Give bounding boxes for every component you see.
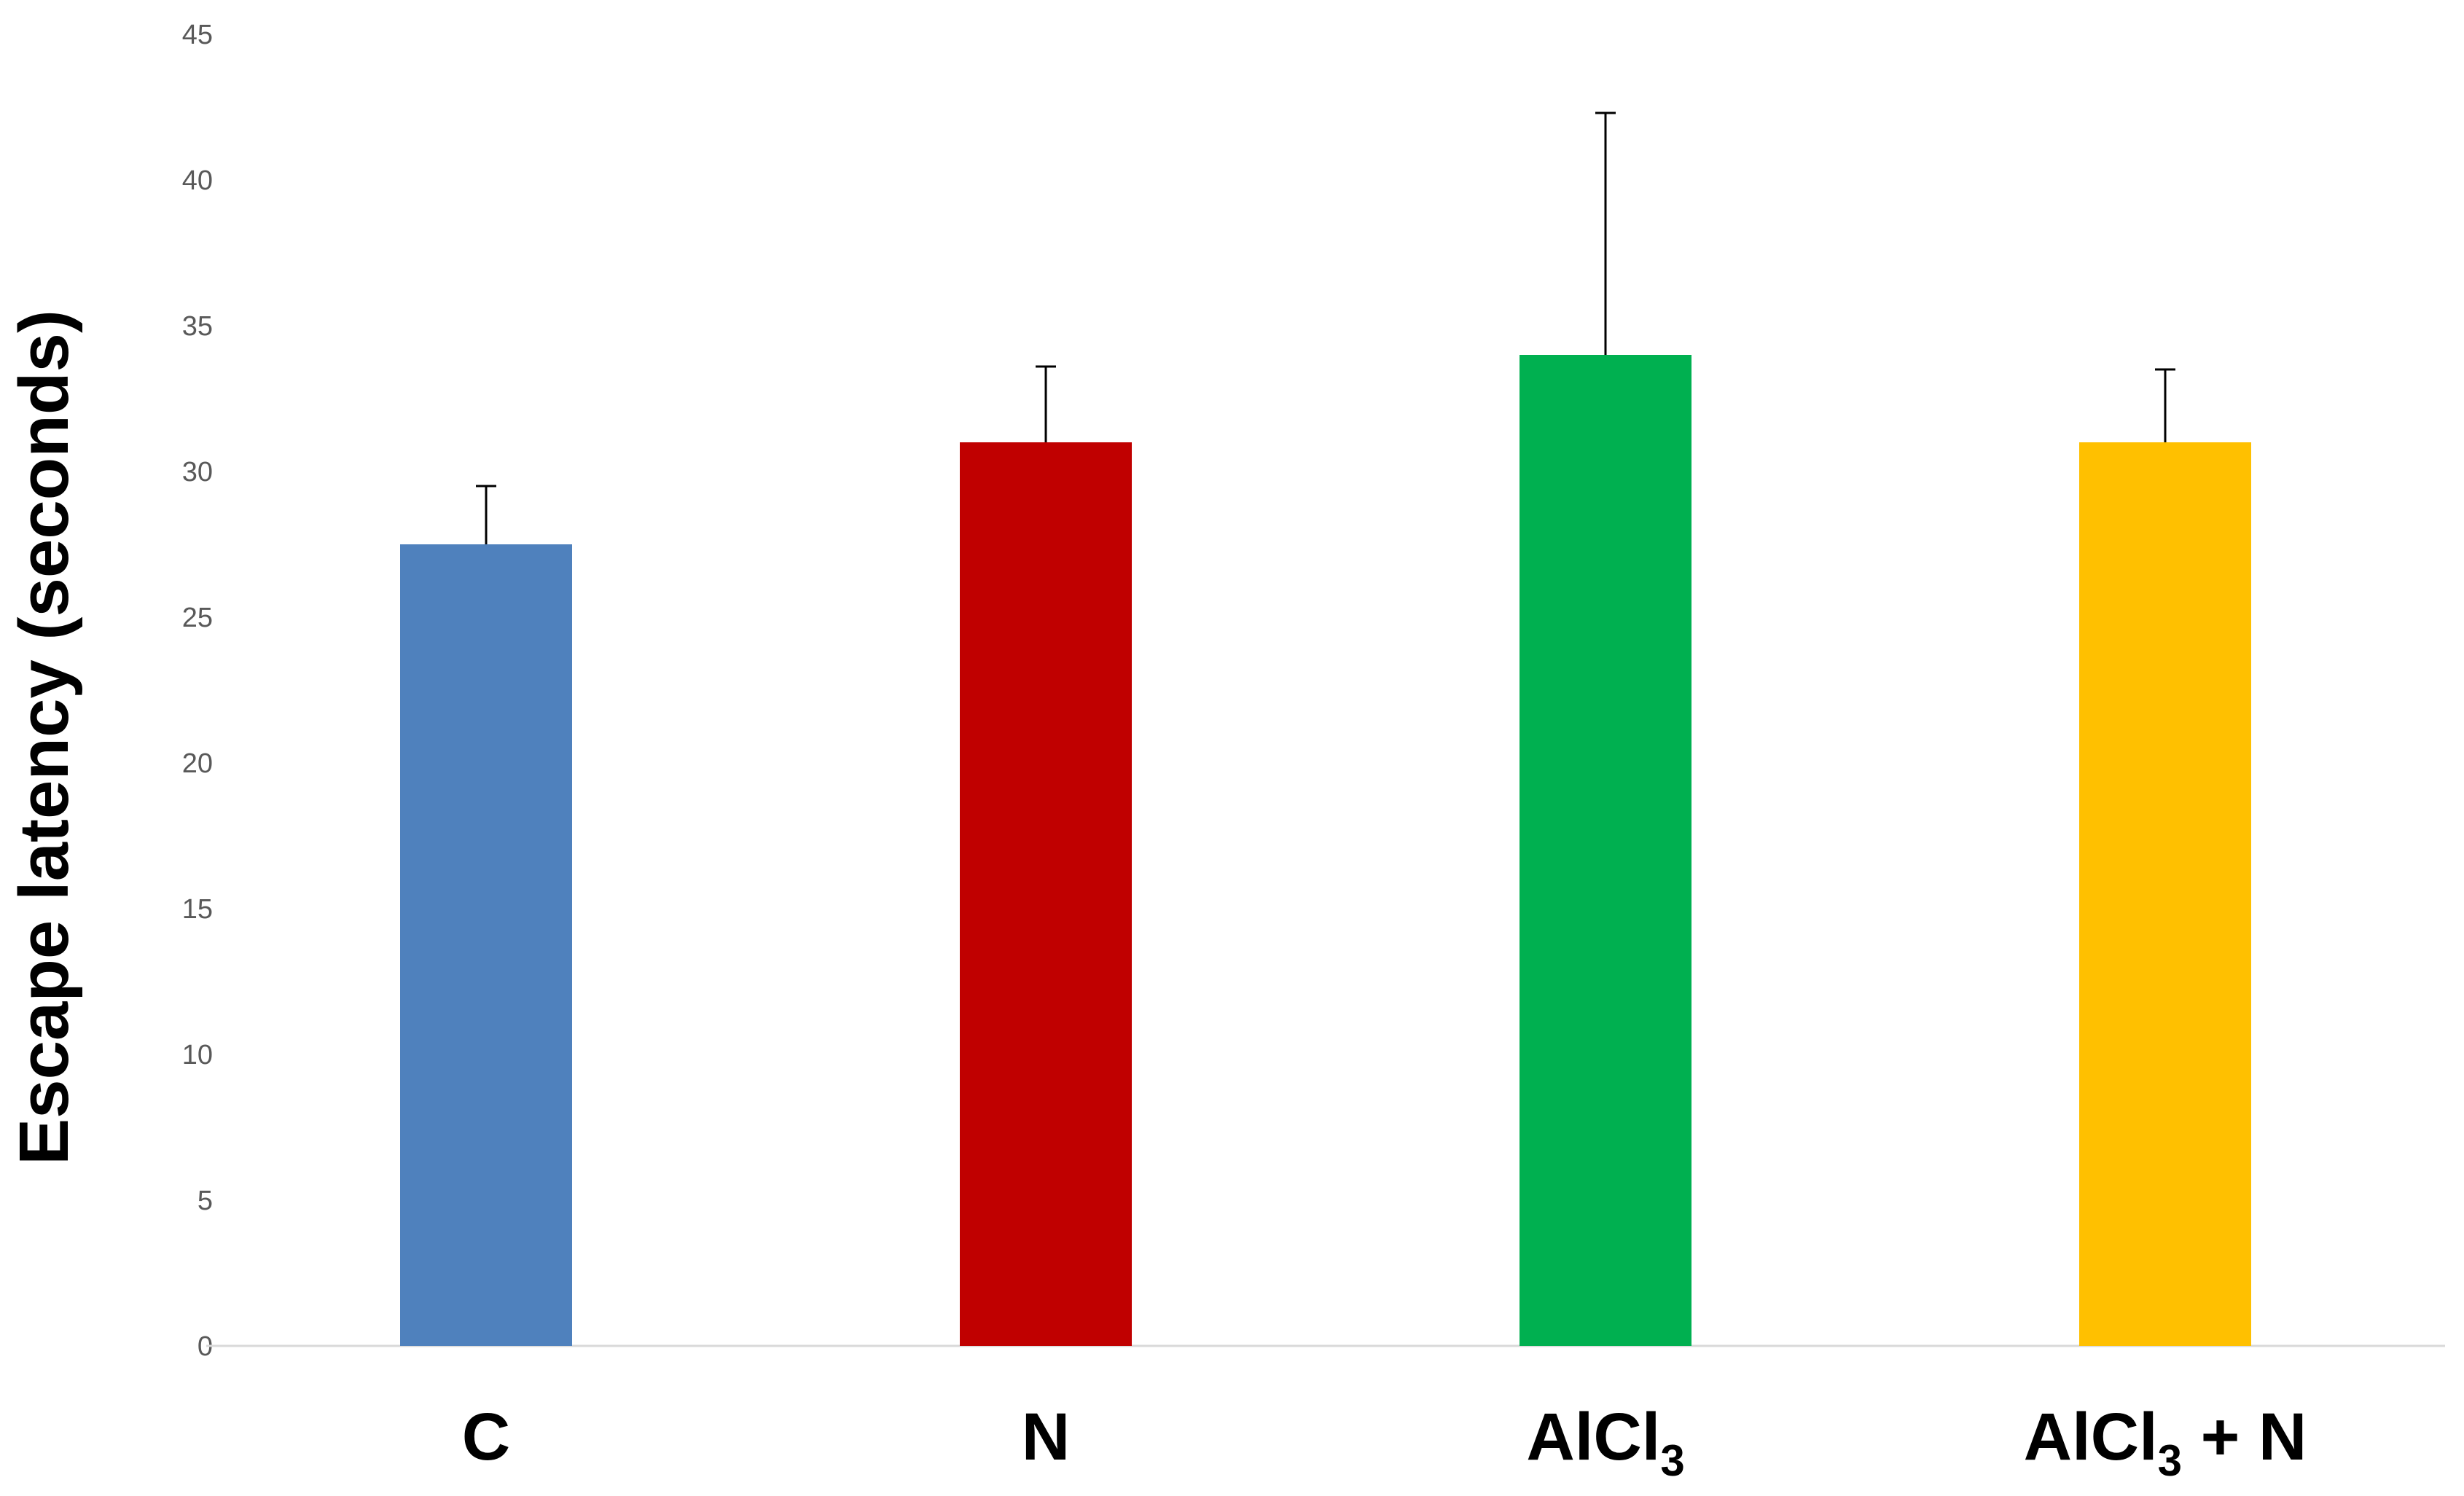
category-label: C — [462, 1400, 510, 1474]
error-bars — [476, 111, 2175, 544]
y-tick-label: 25 — [182, 603, 213, 633]
y-tick-label: 20 — [182, 748, 213, 779]
y-tick-label: 30 — [182, 457, 213, 487]
category-label-suffix: + N — [2182, 1400, 2307, 1474]
category-label: AlCl3 — [1526, 1400, 1684, 1485]
category-label: AlCl3 + N — [2024, 1400, 2307, 1485]
y-tick-label: 45 — [182, 20, 213, 50]
category-label-main: AlCl — [1526, 1400, 1660, 1474]
y-tick-label: 0 — [197, 1331, 213, 1362]
y-tick-label: 35 — [182, 311, 213, 342]
category-label-main: N — [1022, 1400, 1070, 1474]
bar — [1520, 355, 1691, 1346]
y-tick-label: 40 — [182, 165, 213, 196]
y-axis-ticks: 0 5 10 15 20 25 30 35 40 45 — [182, 20, 213, 1362]
bars — [400, 355, 2251, 1346]
y-tick-label: 5 — [197, 1186, 213, 1216]
bar — [960, 442, 1132, 1346]
x-axis-categories: C N AlCl3 AlCl3 + N — [462, 1400, 2307, 1485]
category-label: N — [1022, 1400, 1070, 1474]
bar — [2079, 442, 2251, 1346]
y-tick-label: 15 — [182, 894, 213, 925]
category-label-subscript: 3 — [1660, 1436, 1684, 1485]
bar — [400, 544, 572, 1346]
y-axis-title: Escape latency (seconds) — [5, 310, 83, 1165]
category-label-main: C — [462, 1400, 510, 1474]
category-label-subscript: 3 — [2158, 1436, 2182, 1485]
y-tick-label: 10 — [182, 1040, 213, 1070]
category-label-main: AlCl — [2024, 1400, 2158, 1474]
